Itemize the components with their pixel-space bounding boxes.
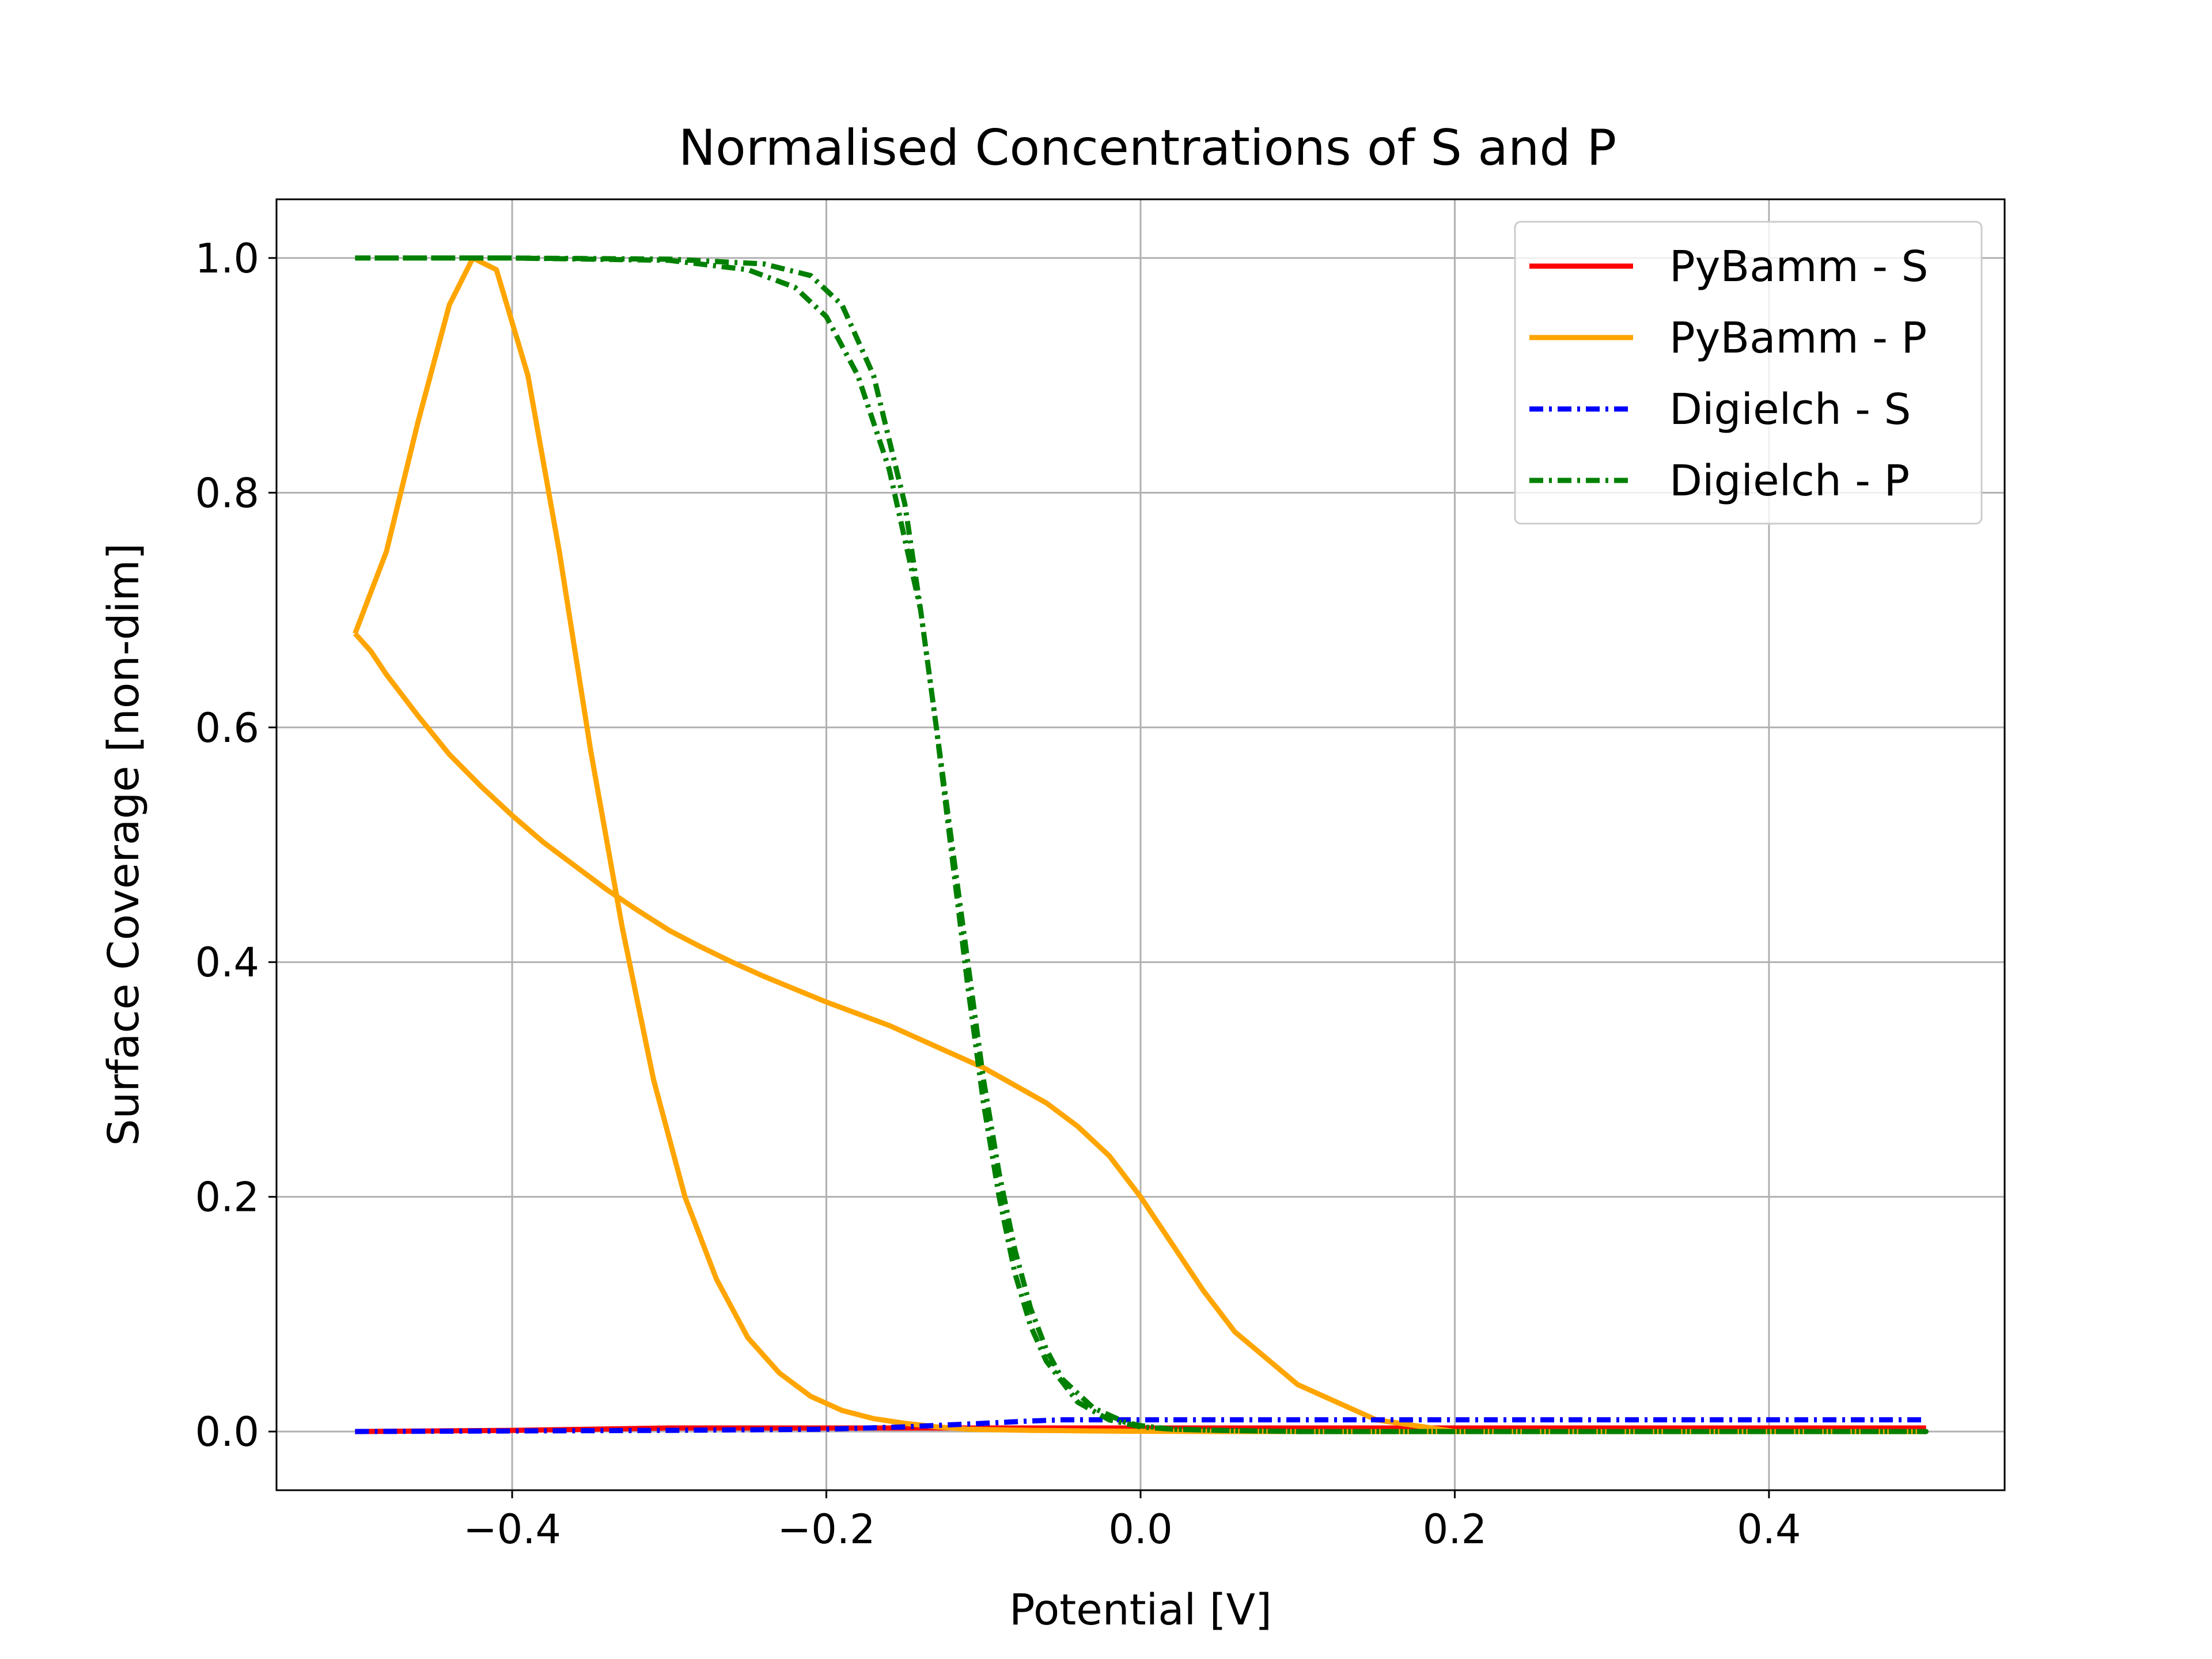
y-tick-label: 0.6	[195, 704, 259, 752]
x-tick-label: −0.4	[463, 1506, 561, 1553]
x-tick-label: 0.0	[1108, 1506, 1172, 1553]
legend-label: PyBamm - S	[1669, 242, 1928, 291]
legend: PyBamm - S PyBamm - P Digielch - S Digielch…	[1514, 221, 1983, 525]
y-tick-label: 0.0	[195, 1408, 259, 1456]
series-line-4	[355, 255, 1929, 1434]
plot-frame	[275, 198, 2006, 1491]
x-axis-ticks: −0.4 −0.2 0.0 0.2 0.4	[463, 1490, 1801, 1553]
y-tick-label: 0.8	[195, 469, 259, 517]
y-tick-label: 1.0	[195, 235, 259, 282]
y-tick-label: 0.2	[195, 1174, 259, 1221]
legend-label: Digielch - P	[1669, 456, 1910, 506]
chart-title: Normalised Concentrations of S and P	[679, 119, 1616, 177]
x-tick-label: 0.2	[1423, 1506, 1487, 1553]
legend-label: PyBamm - P	[1669, 313, 1927, 363]
x-axis-label: Potential [V]	[1009, 1585, 1272, 1635]
x-tick-label: −0.2	[778, 1506, 876, 1553]
y-tick-label: 0.4	[195, 939, 259, 986]
legend-box	[1514, 221, 1983, 525]
y-axis-ticks: 0.0 0.2 0.4 0.6 0.8 1.0	[195, 235, 276, 1456]
series-line-3	[355, 1417, 1926, 1434]
x-tick-label: 0.4	[1737, 1506, 1801, 1553]
series-lines	[353, 255, 1929, 1434]
y-axis-label: Surface Coverage [non-dim]	[99, 543, 149, 1146]
legend-label: Digielch - S	[1669, 385, 1911, 434]
